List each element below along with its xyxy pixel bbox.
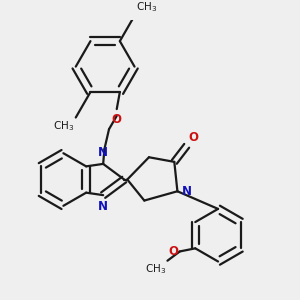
Text: N: N xyxy=(98,200,108,213)
Text: CH$_3$: CH$_3$ xyxy=(136,0,157,14)
Text: N: N xyxy=(182,185,192,198)
Text: CH$_3$: CH$_3$ xyxy=(53,119,74,133)
Text: O: O xyxy=(168,245,178,258)
Text: O: O xyxy=(188,131,198,144)
Text: CH$_3$: CH$_3$ xyxy=(145,262,166,276)
Text: O: O xyxy=(112,113,122,126)
Text: N: N xyxy=(98,146,108,159)
